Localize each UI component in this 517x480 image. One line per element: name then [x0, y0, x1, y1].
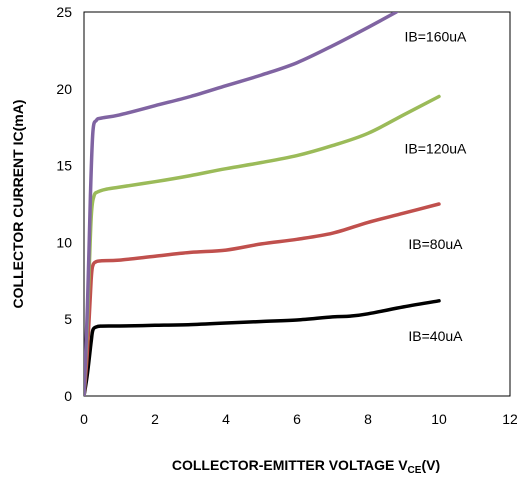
x-tick-labels: 0 2 4 6 8 10 12 [80, 411, 517, 427]
y-tick-label: 5 [64, 311, 72, 327]
series-line-1 [84, 299, 441, 396]
y-tick-label: 0 [64, 388, 72, 404]
y-tick-label: 10 [56, 234, 72, 250]
x-tick-label: 6 [293, 411, 301, 427]
x-tick-label: 10 [431, 411, 447, 427]
series-labels: IB=160uA IB=120uA IB=80uA IB=40uA [405, 29, 468, 345]
series-layer [84, 12, 441, 396]
x-tick-label: 4 [222, 411, 230, 427]
x-axis-title-subscript: CE [408, 465, 422, 476]
x-axis-title: COLLECTOR-EMITTER VOLTAGE VCE(V) [172, 457, 440, 476]
x-tick-label: 0 [80, 411, 88, 427]
y-tick-labels: 0 5 10 15 20 25 [56, 4, 72, 404]
series-line-2 [84, 202, 441, 396]
y-tick-label: 15 [56, 158, 72, 174]
x-tick-label: 8 [364, 411, 372, 427]
series-label-3: IB=80uA [408, 236, 463, 252]
x-tick-label: 12 [502, 411, 517, 427]
y-tick-label: 25 [56, 4, 72, 20]
y-tick-label: 20 [56, 81, 72, 97]
x-tick-label: 2 [151, 411, 159, 427]
series-label-2: IB=120uA [405, 141, 468, 157]
x-axis-title-suffix: (V) [421, 457, 440, 473]
series-label-1: IB=160uA [405, 29, 468, 45]
y-axis-title: COLLECTOR CURRENT IC(mA) [10, 100, 26, 309]
series-label-4: IB=40uA [408, 328, 463, 344]
x-axis-title-main: COLLECTOR-EMITTER VOLTAGE V [172, 457, 408, 473]
series-line-4 [84, 12, 399, 396]
